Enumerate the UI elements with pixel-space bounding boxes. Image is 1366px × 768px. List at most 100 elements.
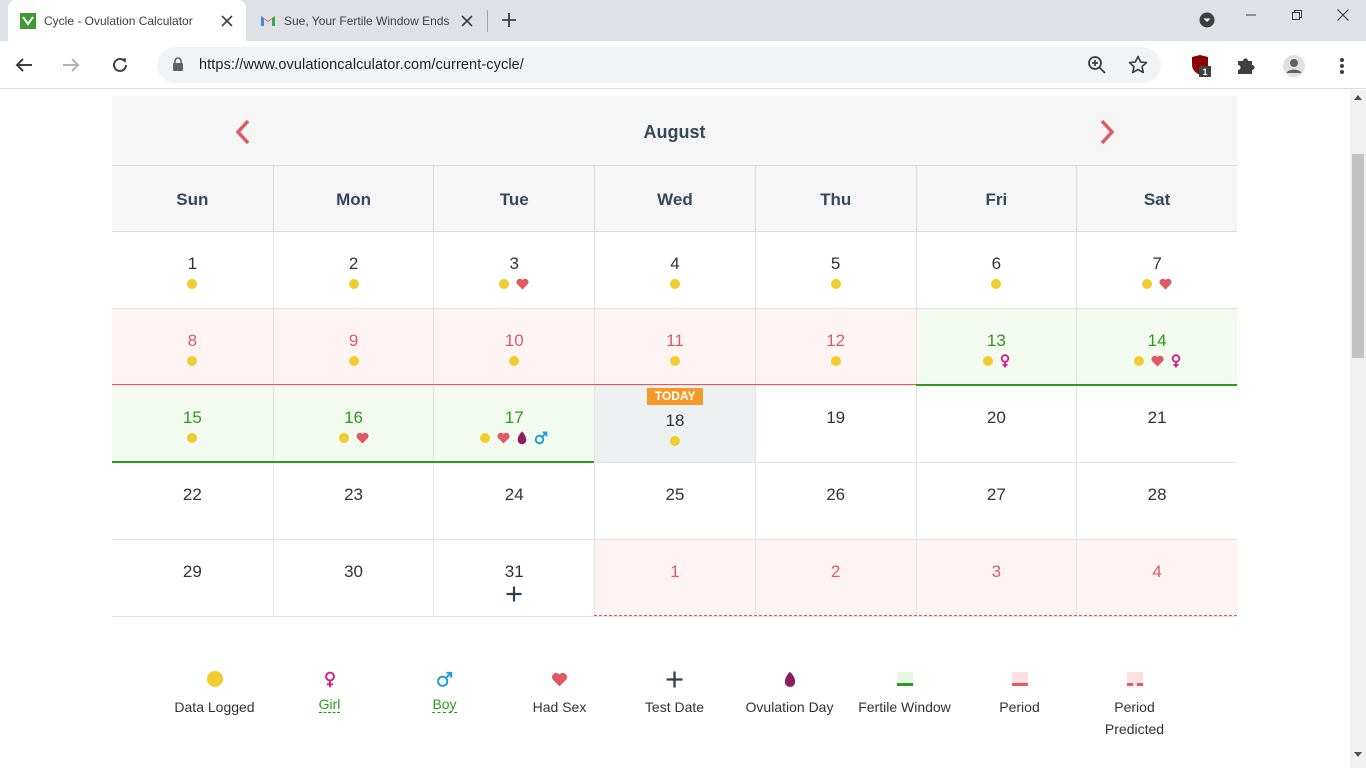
girl-icon [272, 668, 387, 690]
day-number: 3 [509, 254, 519, 273]
zoom-icon[interactable] [1087, 55, 1107, 75]
data-logged-dot-icon [1133, 356, 1144, 366]
day-icons [112, 353, 273, 369]
calendar-day-cell[interactable]: 2 [272, 232, 434, 308]
minimize-window-icon[interactable] [1228, 0, 1274, 30]
calendar-day-cell[interactable]: 4 [594, 232, 755, 308]
previous-month-chevron-icon[interactable] [230, 118, 258, 146]
restore-window-icon[interactable] [1274, 0, 1320, 30]
calendar-day-cell[interactable]: TODAY 18 [594, 386, 755, 462]
calendar-day-cell[interactable]: 6 [915, 232, 1077, 308]
tab-separator [487, 10, 488, 32]
calendar-week-row: 22 23 24 25 26 27 28 [112, 463, 1237, 540]
calendar-day-cell[interactable]: 26 [754, 463, 916, 539]
day-number: 17 [504, 408, 524, 427]
ublock-extension-icon[interactable]: 1 [1187, 53, 1213, 79]
day-icons [112, 276, 273, 292]
chrome-menu-icon[interactable] [1329, 53, 1355, 79]
calendar-day-cell[interactable]: 5 [754, 232, 916, 308]
legend-item[interactable]: Boy [387, 668, 502, 714]
data-logged-dot-icon [830, 356, 841, 366]
calendar-day-cell[interactable]: 24 [433, 463, 594, 539]
calendar-day-cell[interactable]: 12 [754, 309, 916, 385]
calendar-day-cell[interactable]: 1 [112, 232, 273, 308]
calendar-day-cell[interactable]: 25 [594, 463, 755, 539]
tab-ovulation-calculator[interactable]: Cycle - Ovulation Calculator [8, 0, 246, 41]
reload-icon[interactable] [106, 51, 134, 79]
day-number: 2 [348, 254, 359, 273]
calendar-day-cell[interactable]: 19 [754, 386, 916, 462]
calendar-day-cell[interactable]: 16 [272, 386, 434, 462]
calendar-day-cell[interactable]: 11 [594, 309, 755, 385]
calendar-day-cell[interactable]: 13 [915, 309, 1077, 385]
calendar-day-cell[interactable]: 14 [1076, 309, 1237, 385]
legend-label: Fertile Window [858, 699, 951, 715]
legend-label: Had Sex [532, 699, 587, 715]
bookmark-star-icon[interactable] [1128, 55, 1148, 75]
calendar-day-cell[interactable]: 31 [433, 540, 594, 616]
calendar-header: August [112, 96, 1237, 166]
scroll-down-arrow-icon[interactable] [1354, 752, 1362, 758]
close-window-icon[interactable] [1320, 0, 1366, 30]
data-logged-dot-icon [187, 433, 198, 443]
calendar-day-cell[interactable]: 21 [1076, 386, 1237, 462]
calendar-week-row: 15 16 17 TODAY 18 19 20 21 [112, 386, 1237, 463]
forward-arrow-icon[interactable] [57, 51, 85, 79]
predicted-period-line [594, 615, 1237, 616]
tab-gmail[interactable]: Sue, Your Fertile Window Ends [246, 0, 486, 41]
scroll-up-arrow-icon[interactable] [1354, 94, 1362, 100]
heart-icon [1159, 278, 1172, 290]
calendar-day-cell[interactable]: 23 [272, 463, 434, 539]
add-test-date-plus-icon[interactable] [434, 586, 594, 604]
legend-label[interactable]: Girl [318, 696, 341, 713]
calendar-week-row: 1 2 3 4 5 6 7 [112, 232, 1237, 309]
ovulation-drop-icon [732, 668, 847, 690]
tab-search-icon[interactable] [1196, 9, 1218, 31]
page-scrollbar[interactable] [1350, 90, 1366, 768]
ovulation-calculator-favicon-icon [20, 12, 36, 29]
next-month-chevron-icon[interactable] [1092, 118, 1120, 146]
calendar-day-cell[interactable]: 7 [1076, 232, 1237, 308]
calendar-day-cell[interactable]: 8 [112, 309, 273, 385]
day-number: 13 [986, 331, 1006, 350]
gmail-favicon-icon [261, 15, 275, 26]
data-logged-dot-icon [669, 436, 680, 446]
calendar-day-cell[interactable]: 20 [915, 386, 1077, 462]
calendar-day-cell[interactable]: 30 [272, 540, 434, 616]
heart-icon [502, 668, 617, 690]
calendar-day-cell[interactable]: 4 [1076, 540, 1237, 616]
extensions-puzzle-icon[interactable] [1233, 53, 1259, 79]
url-text[interactable]: https://www.ovulationcalculator.com/curr… [199, 57, 524, 73]
calendar-week-row: 29 30 31 1 2 3 4 [112, 540, 1237, 617]
address-bar[interactable]: https://www.ovulationcalculator.com/curr… [157, 47, 1161, 83]
legend-label: Ovulation Day [745, 699, 834, 715]
calendar-day-cell[interactable]: 3 [915, 540, 1077, 616]
new-tab-icon[interactable] [496, 7, 522, 33]
calendar-day-cell[interactable]: 2 [754, 540, 916, 616]
legend-label: Data Logged [174, 699, 255, 715]
heart-icon [356, 432, 369, 444]
calendar-day-cell[interactable]: 28 [1076, 463, 1237, 539]
calendar-day-cell[interactable]: 3 [433, 232, 594, 308]
boy-icon [387, 668, 502, 690]
day-number: 28 [1147, 485, 1167, 504]
weekday-label: Tue [433, 166, 594, 231]
day-icons [434, 353, 594, 369]
back-arrow-icon[interactable] [10, 51, 38, 79]
calendar-day-cell[interactable]: 10 [433, 309, 595, 385]
calendar-day-cell[interactable]: 1 [594, 540, 755, 616]
calendar-day-cell[interactable]: 9 [272, 309, 434, 385]
profile-avatar-icon[interactable] [1281, 53, 1307, 79]
scrollbar-thumb[interactable] [1352, 154, 1364, 358]
period-icon [962, 668, 1077, 690]
calendar-day-cell[interactable]: 29 [112, 540, 273, 616]
legend-label[interactable]: Boy [432, 696, 457, 713]
calendar-day-cell[interactable]: 17 [433, 386, 595, 462]
close-tab-icon[interactable] [214, 8, 240, 34]
close-tab-icon[interactable] [454, 8, 480, 34]
legend-item[interactable]: Girl [272, 668, 387, 714]
calendar-day-cell[interactable]: 22 [112, 463, 273, 539]
calendar-day-cell[interactable]: 27 [915, 463, 1077, 539]
legend-item: Fertile Window [847, 668, 962, 718]
calendar-day-cell[interactable]: 15 [112, 386, 273, 462]
